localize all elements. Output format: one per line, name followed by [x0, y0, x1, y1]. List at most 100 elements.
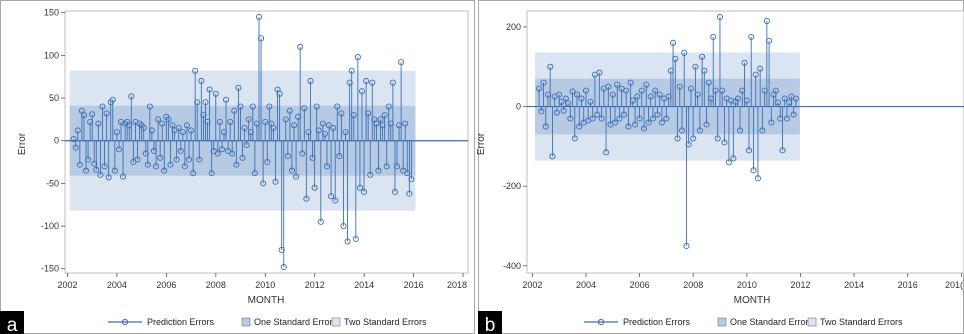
- legend-swatch-two-standard-errors: [331, 317, 341, 327]
- x-axis-a: 2002 2004 2006 2008 2010 2012 2014 2016 2018: [57, 273, 467, 290]
- data-point-a-11: [93, 166, 100, 173]
- data-point-a-73: [220, 129, 228, 136]
- data-point-b-43: [632, 121, 639, 128]
- data-point-b-111: [783, 115, 791, 122]
- data-point-a-161: [402, 120, 409, 127]
- data-point-b-78: [710, 33, 717, 40]
- data-point-a-71: [216, 118, 223, 125]
- data-point-a-48: [169, 122, 176, 129]
- legend-b: Prediction Errors One Standard Error Two…: [584, 317, 903, 327]
- panel-label-a: a: [7, 315, 18, 334]
- data-point-a-6: [82, 167, 90, 174]
- data-point-a-2: [74, 127, 81, 134]
- y-tick-label-b-1: 0: [516, 102, 521, 112]
- data-point-a-142: [363, 77, 370, 85]
- data-point-a-77: [229, 150, 236, 157]
- x-tick-label-a-2: 2006: [156, 280, 176, 290]
- x-tick-label-a-0: 2002: [57, 280, 77, 290]
- data-point-a-0: [70, 135, 77, 143]
- data-point-a-13: [97, 171, 104, 178]
- data-point-a-116: [309, 154, 316, 161]
- data-point-b-92: [741, 59, 748, 66]
- data-point-b-93: [743, 97, 750, 104]
- data-point-a-154: [387, 120, 394, 127]
- data-point-b-72: [696, 127, 703, 134]
- data-point-a-105: [286, 107, 293, 114]
- data-point-a-92: [260, 180, 267, 187]
- data-point-a-122: [321, 130, 328, 137]
- data-point-a-46: [165, 116, 172, 123]
- data-point-a-123: [323, 163, 331, 170]
- data-point-b-81: [716, 13, 724, 21]
- data-point-a-80: [235, 84, 242, 91]
- y-axis-label-b: Error: [476, 132, 487, 155]
- data-point-b-61: [672, 55, 679, 62]
- data-point-a-17: [105, 174, 112, 181]
- data-point-a-1: [72, 144, 79, 151]
- data-point-a-7: [85, 156, 92, 163]
- chart-panel-b: 200 0 -200 -400 2002 2004 2006 2008 2010 2012 201…: [476, 0, 964, 334]
- data-point-b-46: [638, 87, 645, 94]
- data-point-b-55: [658, 119, 665, 126]
- data-point-b-42: [629, 97, 636, 104]
- data-point-a-10: [91, 160, 98, 167]
- data-point-a-19: [109, 96, 116, 103]
- data-point-a-157: [393, 163, 401, 170]
- y-tick-label-a-0: 150: [44, 8, 59, 18]
- data-point-a-53: [179, 129, 186, 136]
- data-point-b-80: [714, 135, 721, 142]
- data-point-a-76: [227, 118, 234, 125]
- data-point-a-115: [307, 77, 314, 85]
- data-point-a-163: [406, 190, 413, 197]
- data-point-b-48: [643, 81, 650, 88]
- data-point-a-59: [192, 67, 199, 74]
- data-point-a-113: [303, 195, 310, 202]
- data-point-b-21: [582, 87, 590, 94]
- data-point-b-19: [578, 95, 585, 102]
- data-point-a-140: [358, 88, 366, 95]
- y-tick-label-a-3: 0: [54, 136, 59, 146]
- data-point-b-34: [611, 119, 619, 126]
- data-point-a-51: [175, 124, 182, 131]
- legend-swatch-one-standard-error-b: [717, 317, 727, 327]
- data-point-b-44: [634, 93, 641, 100]
- data-point-b-23: [587, 98, 594, 105]
- data-point-b-67: [685, 141, 692, 148]
- data-point-a-155: [389, 79, 396, 86]
- data-point-b-47: [640, 125, 648, 132]
- data-point-a-63: [200, 112, 207, 119]
- data-point-a-62: [198, 77, 205, 85]
- data-point-b-50: [647, 93, 654, 100]
- data-point-a-65: [204, 118, 211, 125]
- y-axis-a: 150 100 50 0 -50 -100 -150: [41, 8, 65, 274]
- x-tick-label-b-6: 2014: [844, 280, 864, 290]
- data-point-a-148: [375, 167, 382, 174]
- legend-label-prediction-errors: Prediction Errors: [147, 317, 215, 327]
- data-point-a-56: [185, 156, 193, 163]
- data-point-a-79: [233, 161, 240, 168]
- data-point-a-27: [126, 122, 133, 129]
- y-tick-label-a-5: -100: [41, 221, 59, 231]
- data-point-b-28: [598, 115, 605, 122]
- data-point-a-69: [212, 90, 219, 97]
- data-point-a-127: [332, 197, 339, 204]
- data-point-a-107: [290, 122, 298, 129]
- data-point-a-34: [140, 124, 147, 131]
- legend-label-two-standard-errors-b: Two Standard Errors: [820, 317, 903, 327]
- data-point-a-81: [237, 103, 244, 110]
- data-point-b-10: [558, 98, 565, 105]
- data-point-b-18: [576, 123, 583, 130]
- x-tick-label-b-0: 2002: [522, 280, 542, 290]
- data-point-a-132: [342, 129, 349, 136]
- legend-swatch-two-standard-errors-b: [807, 317, 817, 327]
- data-point-b-107: [774, 99, 782, 106]
- legend-a: Prediction Errors One Standard Error Two…: [108, 317, 427, 327]
- data-point-a-60: [194, 99, 201, 106]
- data-point-a-100: [276, 90, 283, 97]
- data-point-b-31: [605, 83, 612, 90]
- data-point-a-12: [95, 120, 102, 127]
- data-point-a-44: [161, 167, 168, 174]
- data-point-b-52: [652, 87, 659, 94]
- x-axis-label-a: MONTH: [248, 295, 285, 306]
